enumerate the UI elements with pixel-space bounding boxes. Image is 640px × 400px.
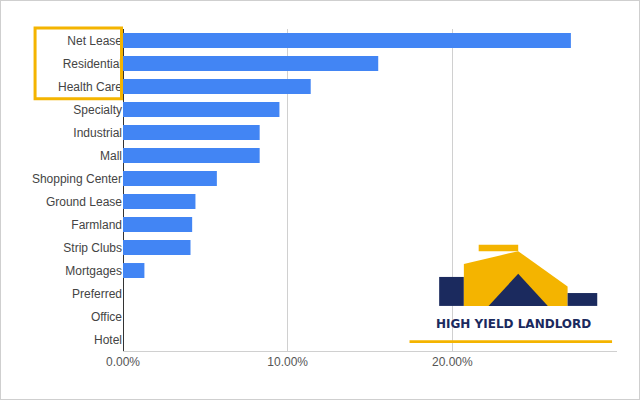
svg-text:Strip Clubs: Strip Clubs [63,241,122,255]
svg-text:Mortgages: Mortgages [65,264,122,278]
svg-text:Specialty: Specialty [73,103,122,117]
svg-text:Office: Office [91,310,122,324]
svg-text:Shopping Center: Shopping Center [32,172,122,186]
svg-text:0.00%: 0.00% [106,355,140,369]
svg-text:Hotel: Hotel [94,333,122,347]
svg-text:Net Lease: Net Lease [67,34,122,48]
svg-text:HIGH YIELD LANDLORD: HIGH YIELD LANDLORD [436,317,591,331]
svg-text:Preferred: Preferred [72,287,122,301]
svg-text:Mall: Mall [100,149,122,163]
svg-text:Farmland: Farmland [71,218,122,232]
svg-text:Health Care: Health Care [58,80,122,94]
svg-text:Industrial: Industrial [73,126,122,140]
svg-text:20.00%: 20.00% [432,355,473,369]
svg-text:Ground Lease: Ground Lease [46,195,122,209]
svg-text:Residential: Residential [63,57,122,71]
svg-text:10.00%: 10.00% [267,355,308,369]
